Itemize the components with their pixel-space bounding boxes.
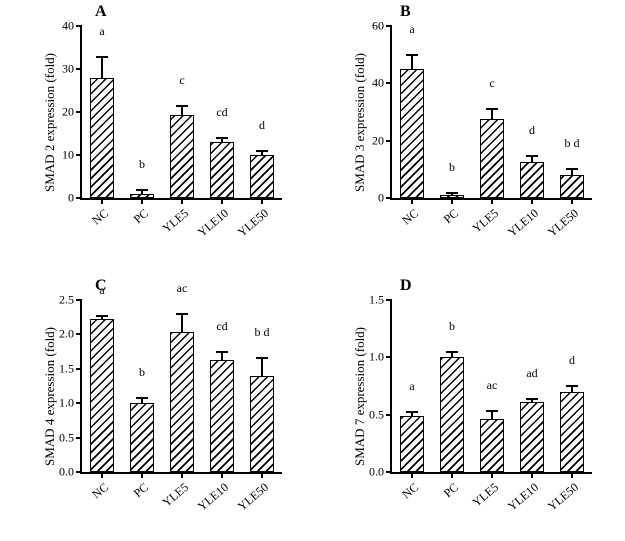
- bar: [520, 402, 544, 472]
- x-tick: [531, 472, 533, 478]
- sig-label: b: [449, 319, 455, 334]
- x-tick: [491, 472, 493, 478]
- x-tick: [571, 472, 573, 478]
- bar-hatch: [440, 357, 464, 472]
- bar: [440, 357, 464, 472]
- x-tick-label: PC: [441, 480, 462, 501]
- bar: [400, 416, 424, 472]
- sig-label: ac: [487, 378, 498, 393]
- x-tick-label: YLE5: [470, 480, 502, 510]
- panel-label-D: D: [400, 277, 412, 295]
- bar-hatch: [480, 419, 504, 472]
- bar-hatch: [400, 416, 424, 472]
- x-tick-label: YLE10: [505, 480, 542, 514]
- y-tick-label: 1.0: [369, 350, 392, 365]
- bar: [560, 392, 584, 472]
- error-bar: [491, 411, 493, 419]
- bar-hatch: [560, 392, 584, 472]
- x-tick: [451, 472, 453, 478]
- error-cap: [406, 411, 418, 413]
- sig-label: a: [409, 379, 414, 394]
- y-tick-label: 0.0: [369, 465, 392, 480]
- error-cap: [526, 398, 538, 400]
- error-cap: [566, 385, 578, 387]
- y-tick-label: 1.5: [369, 293, 392, 308]
- x-tick: [411, 472, 413, 478]
- error-cap: [446, 351, 458, 353]
- y-axis-title-D: SMAD 7 expression (fold): [352, 327, 368, 466]
- x-tick-label: NC: [399, 480, 421, 502]
- sig-label: ad: [526, 366, 537, 381]
- sig-label: d: [569, 353, 575, 368]
- bar: [480, 419, 504, 472]
- y-tick-label: 0.5: [369, 407, 392, 422]
- panel-D: D 0.0 0.5 1.0 1.5 NC a PC b YLE5 ac YLE10 ad YLE50 d SM…: [0, 0, 625, 541]
- figure-root: A010203040NCaPCbYLE5cYLE10cdYLE50dSMAD 2…: [0, 0, 625, 541]
- bar-hatch: [520, 402, 544, 472]
- x-tick-label: YLE50: [545, 480, 582, 514]
- plot-area-D: 0.00.51.01.5NCaPCbYLE5acYLE10adYLE50d: [390, 300, 592, 474]
- error-cap: [486, 410, 498, 412]
